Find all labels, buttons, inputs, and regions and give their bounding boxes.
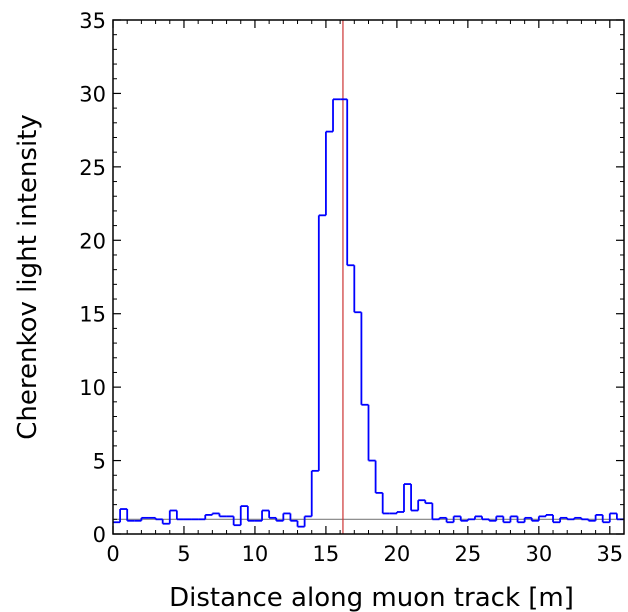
- tick-labels: 0 5 10 15 20 25 30 35 0 5 10 15 20 25 30 35: [79, 9, 623, 566]
- y-tick-label: 10: [79, 376, 106, 400]
- y-axis-label: Cherenkov light intensity: [13, 114, 43, 440]
- x-tick-label: 5: [177, 542, 190, 566]
- y-tick-label: 30: [79, 82, 106, 106]
- y-tick-label: 25: [79, 156, 106, 180]
- x-tick-label: 10: [242, 542, 269, 566]
- x-tick-label: 30: [525, 542, 552, 566]
- plot-frame: [112, 19, 625, 535]
- y-tick-label: 5: [93, 450, 106, 474]
- x-tick-label: 35: [596, 542, 623, 566]
- x-tick-label: 25: [454, 542, 481, 566]
- y-tick-label: 35: [79, 9, 106, 33]
- y-tick-label: 15: [79, 303, 106, 327]
- x-tick-label: 0: [106, 542, 119, 566]
- x-tick-label: 15: [313, 542, 340, 566]
- y-tick-label: 0: [93, 523, 106, 547]
- y-tick-label: 20: [79, 229, 106, 253]
- x-axis-label: Distance along muon track [m]: [169, 583, 574, 612]
- series-group: [113, 98, 624, 528]
- x-tick-label: 20: [384, 542, 411, 566]
